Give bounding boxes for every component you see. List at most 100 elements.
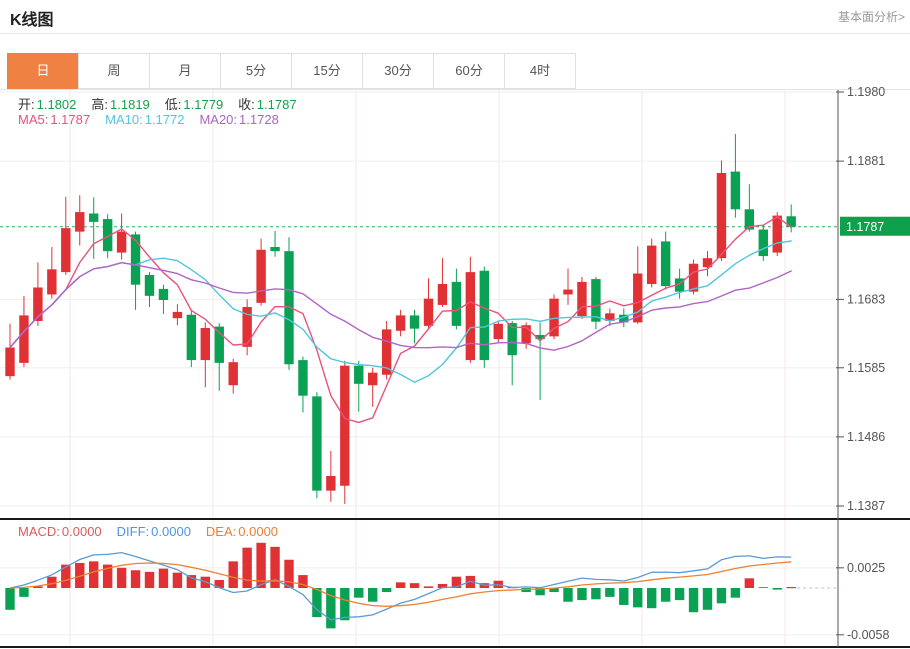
ohlc-low-label: 低: <box>164 97 182 112</box>
ma10-line <box>9 240 792 383</box>
macd-bar <box>674 588 685 601</box>
ohlc-open-label: 开: <box>18 97 35 112</box>
candle-body <box>786 216 796 227</box>
ma-ma20-value: 1.1728 <box>239 112 279 127</box>
tab-week[interactable]: 周 <box>78 53 150 89</box>
candle-body <box>493 323 503 340</box>
ma-ma10-label: MA10: <box>105 112 143 127</box>
macd-bar <box>214 579 224 588</box>
macd-dea-label: DEA: <box>205 524 237 539</box>
macd-bar <box>298 575 308 588</box>
tabbar-divider <box>0 89 910 90</box>
tab-30min[interactable]: 30分 <box>362 53 434 89</box>
macd-bar <box>242 547 252 588</box>
candle-body <box>423 298 434 326</box>
macd-bar <box>270 546 280 588</box>
macd-bar <box>633 588 643 608</box>
macd-bar <box>660 588 671 602</box>
candle-body <box>619 314 629 323</box>
candle-body <box>716 172 727 259</box>
macd-diff: DIFF: 0.0000 <box>117 524 191 539</box>
macd-bar <box>47 576 57 588</box>
current-price-badge <box>840 216 910 236</box>
candle-body <box>368 372 378 386</box>
candle-body <box>326 475 336 491</box>
ohlc-open-value: 1.1802 <box>36 97 77 112</box>
price-axis-label: 1.1486 <box>847 430 885 444</box>
ma-ma20: MA20: 1.1728 <box>199 112 278 127</box>
macd-bar <box>549 588 559 593</box>
candle-body <box>75 212 85 232</box>
macd-bar <box>130 570 141 588</box>
fundamental-analysis-link[interactable]: 基本面分析> <box>837 10 905 24</box>
candle-body <box>340 365 350 486</box>
candle-body <box>521 325 531 344</box>
macd-bar <box>186 575 197 588</box>
candle-body <box>563 289 573 295</box>
macd-bar <box>19 588 29 597</box>
candle-body <box>660 241 671 287</box>
candle-body <box>744 209 755 230</box>
candle-body <box>242 307 252 347</box>
interval-tabbar: 日周月 5分 15分 30分 60分 4时 <box>7 53 576 89</box>
ohlc-high-label: 高: <box>91 97 109 112</box>
macd-bar <box>647 588 657 609</box>
macd-bar <box>158 568 169 588</box>
candle-body <box>647 245 657 284</box>
tab-15min[interactable]: 15分 <box>291 53 363 89</box>
candle-body <box>479 270 489 361</box>
candle-body <box>33 287 43 321</box>
ma-ma20-label: MA20: <box>199 112 238 127</box>
macd-diff-value: 0.0000 <box>151 524 191 539</box>
macd-bar <box>535 588 545 596</box>
tab-day[interactable]: 日 <box>7 53 79 89</box>
candle-body <box>228 362 238 386</box>
tab-4hour[interactable]: 4时 <box>504 53 576 89</box>
candle-body <box>674 278 685 292</box>
price-axis-label: 1.1881 <box>847 154 885 168</box>
macd-bar <box>758 587 768 588</box>
macd-macd-label: MACD: <box>18 524 60 539</box>
candle-body <box>409 315 420 329</box>
tab-60min[interactable]: 60分 <box>433 53 505 89</box>
macd-bar <box>591 588 601 600</box>
candle-body <box>395 315 406 331</box>
macd-bar <box>423 586 434 588</box>
candle-body <box>5 347 15 377</box>
candle-body <box>507 323 517 356</box>
candle-body <box>172 311 183 319</box>
macd-bar <box>144 571 155 588</box>
macd-bar <box>89 561 99 588</box>
candle-body <box>730 171 741 210</box>
macd-diff-line <box>9 551 792 621</box>
macd-diff-label: DIFF: <box>116 524 150 539</box>
macd-axis-label: 0.0025 <box>847 561 885 575</box>
tab-month[interactable]: 月 <box>149 53 221 89</box>
candle-body <box>465 272 476 361</box>
candle-body <box>102 219 113 252</box>
macd-bar <box>368 588 378 602</box>
candle-body <box>270 246 280 252</box>
macd-bar <box>75 562 85 588</box>
price-axis-label: 1.1585 <box>847 361 885 375</box>
candle-body <box>298 360 308 396</box>
macd-bar <box>5 588 15 610</box>
ma-ma5-value: 1.1787 <box>50 112 91 127</box>
macd-bar <box>688 588 699 613</box>
candle-body <box>437 283 448 305</box>
ma-ma10: MA10: 1.1772 <box>105 112 184 127</box>
price-axis-label: 1.1980 <box>847 85 885 99</box>
header-divider <box>0 33 910 34</box>
tab-5min[interactable]: 5分 <box>220 53 292 89</box>
macd-bar <box>354 588 364 598</box>
macd-bar <box>284 559 294 588</box>
macd-bar <box>744 578 755 588</box>
macd-bar <box>437 583 448 588</box>
ohlc-close-value: 1.1787 <box>256 97 297 112</box>
ma-ma10-value: 1.1772 <box>144 112 185 127</box>
candle-body <box>284 251 294 365</box>
macd-bar <box>312 588 322 618</box>
candle-body <box>200 327 210 361</box>
